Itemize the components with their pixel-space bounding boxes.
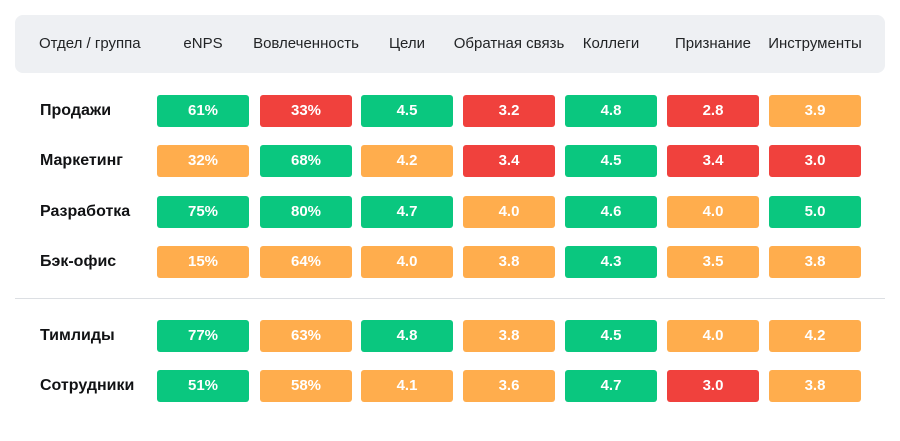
column-header: Коллеги <box>582 35 640 52</box>
column-header: Признание <box>674 35 752 52</box>
heatmap-cell: 5.0 <box>769 196 861 228</box>
heatmap-cell: 4.2 <box>769 320 861 352</box>
heatmap-cell: 4.5 <box>361 95 453 127</box>
row-label: Сотрудники <box>40 377 135 394</box>
column-header: Обратная связь <box>453 35 565 52</box>
heatmap-cell: 3.0 <box>769 145 861 177</box>
heatmap-cell: 63% <box>260 320 352 352</box>
heatmap-cell: 3.6 <box>463 370 555 402</box>
table-header: Отдел / группа eNPS Вовлеченность Цели Обрат… <box>15 15 885 73</box>
heatmap-cell: 32% <box>157 145 249 177</box>
column-header: Вовлеченность <box>253 35 359 52</box>
heatmap-cell: 4.2 <box>361 145 453 177</box>
heatmap-cell: 3.0 <box>667 370 759 402</box>
heatmap-cell: 4.7 <box>361 196 453 228</box>
heatmap-cell: 64% <box>260 246 352 278</box>
heatmap-cell: 4.5 <box>565 320 657 352</box>
column-header-group: Отдел / группа <box>39 35 141 52</box>
heatmap-cell: 3.8 <box>769 246 861 278</box>
heatmap-cell: 4.8 <box>565 95 657 127</box>
heatmap-cell: 68% <box>260 145 352 177</box>
heatmap-cell: 3.4 <box>463 145 555 177</box>
heatmap-cell: 3.9 <box>769 95 861 127</box>
heatmap-cell: 4.5 <box>565 145 657 177</box>
heatmap-cell: 4.8 <box>361 320 453 352</box>
heatmap-cell: 77% <box>157 320 249 352</box>
heatmap-cell: 4.7 <box>565 370 657 402</box>
heatmap-cell: 4.0 <box>667 196 759 228</box>
heatmap-cell: 4.0 <box>667 320 759 352</box>
column-header: eNPS <box>183 35 223 52</box>
heatmap-cell: 4.6 <box>565 196 657 228</box>
heatmap-cell: 75% <box>157 196 249 228</box>
heatmap-cell: 4.1 <box>361 370 453 402</box>
heatmap-cell: 3.4 <box>667 145 759 177</box>
heatmap-cell: 4.3 <box>565 246 657 278</box>
heatmap-cell: 51% <box>157 370 249 402</box>
heatmap-cell: 3.8 <box>463 320 555 352</box>
heatmap-cell: 58% <box>260 370 352 402</box>
heatmap-cell: 4.0 <box>463 196 555 228</box>
column-header: Цели <box>388 35 426 52</box>
row-label: Маркетинг <box>40 152 123 169</box>
heatmap-cell: 33% <box>260 95 352 127</box>
heatmap-cell: 4.0 <box>361 246 453 278</box>
heatmap-cell: 2.8 <box>667 95 759 127</box>
heatmap-cell: 3.8 <box>769 370 861 402</box>
row-label: Тимлиды <box>40 327 115 344</box>
row-label: Продажи <box>40 102 112 119</box>
heatmap-cell: 61% <box>157 95 249 127</box>
group-divider <box>15 298 885 299</box>
heatmap-cell: 3.8 <box>463 246 555 278</box>
heatmap-cell: 3.2 <box>463 95 555 127</box>
row-label: Разработка <box>40 203 131 220</box>
heatmap-cell: 80% <box>260 196 352 228</box>
heatmap-cell: 15% <box>157 246 249 278</box>
column-header: Инструменты <box>768 35 862 52</box>
heatmap-cell: 3.5 <box>667 246 759 278</box>
row-label: Бэк-офис <box>40 253 117 270</box>
